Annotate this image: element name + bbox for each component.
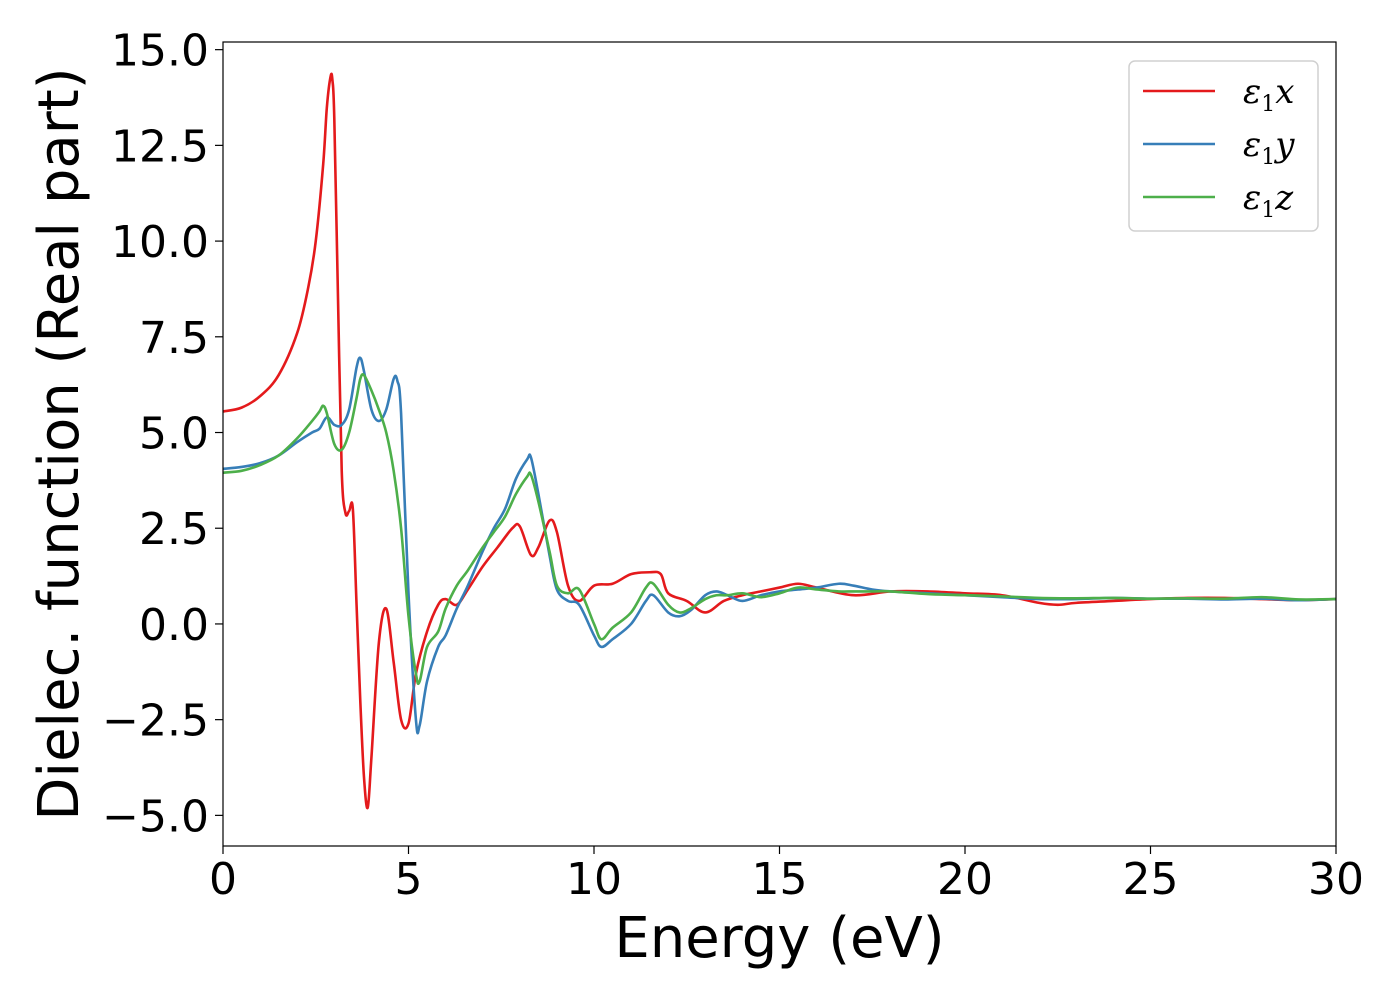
legend-variable: x [1275,72,1294,112]
legend-subscript: 1 [1261,92,1275,117]
series-layer [223,72,1336,810]
series-line-z [223,373,1336,686]
legend-variable: y [1273,125,1295,165]
y-tick-label: 10.0 [111,217,209,268]
series-line-x [223,72,1336,810]
legend-variable: z [1274,178,1294,218]
legend-symbol: ε [1243,178,1261,218]
x-tick-label: 0 [209,854,237,905]
legend-subscript: 1 [1261,145,1275,170]
legend-symbol: ε [1243,125,1261,165]
y-tick-label: 2.5 [139,504,209,555]
y-tick-label: −5.0 [102,791,209,842]
y-tick-label: 7.5 [139,313,209,364]
y-axis-ticks: −5.0 −2.5 0.0 2.5 5.0 7.5 10.0 12.5 15.0 [102,26,223,842]
x-tick-label: 25 [1123,854,1179,905]
x-tick-label: 20 [937,854,993,905]
x-tick-label: 15 [752,854,808,905]
x-axis-ticks: 0 5 10 15 20 25 30 [209,846,1364,905]
y-tick-label: 5.0 [139,409,209,460]
legend-symbol: ε [1243,72,1261,112]
x-tick-label: 5 [395,854,423,905]
legend-subscript: 1 [1261,198,1275,223]
y-axis-label: Dielec. function (Real part) [27,67,92,820]
y-tick-label: 12.5 [111,121,209,172]
legend-box [1128,60,1319,232]
legend-entry-label: ε1x [1243,72,1294,117]
x-axis-label: Energy (eV) [614,906,944,971]
y-tick-label: 15.0 [111,26,209,77]
legend-entry-label: ε1y [1243,125,1295,170]
legend-entry-label: ε1z [1243,178,1294,223]
y-tick-label: 0.0 [139,600,209,651]
x-tick-label: 30 [1308,854,1364,905]
y-tick-label: −2.5 [102,696,209,747]
x-tick-label: 10 [566,854,622,905]
